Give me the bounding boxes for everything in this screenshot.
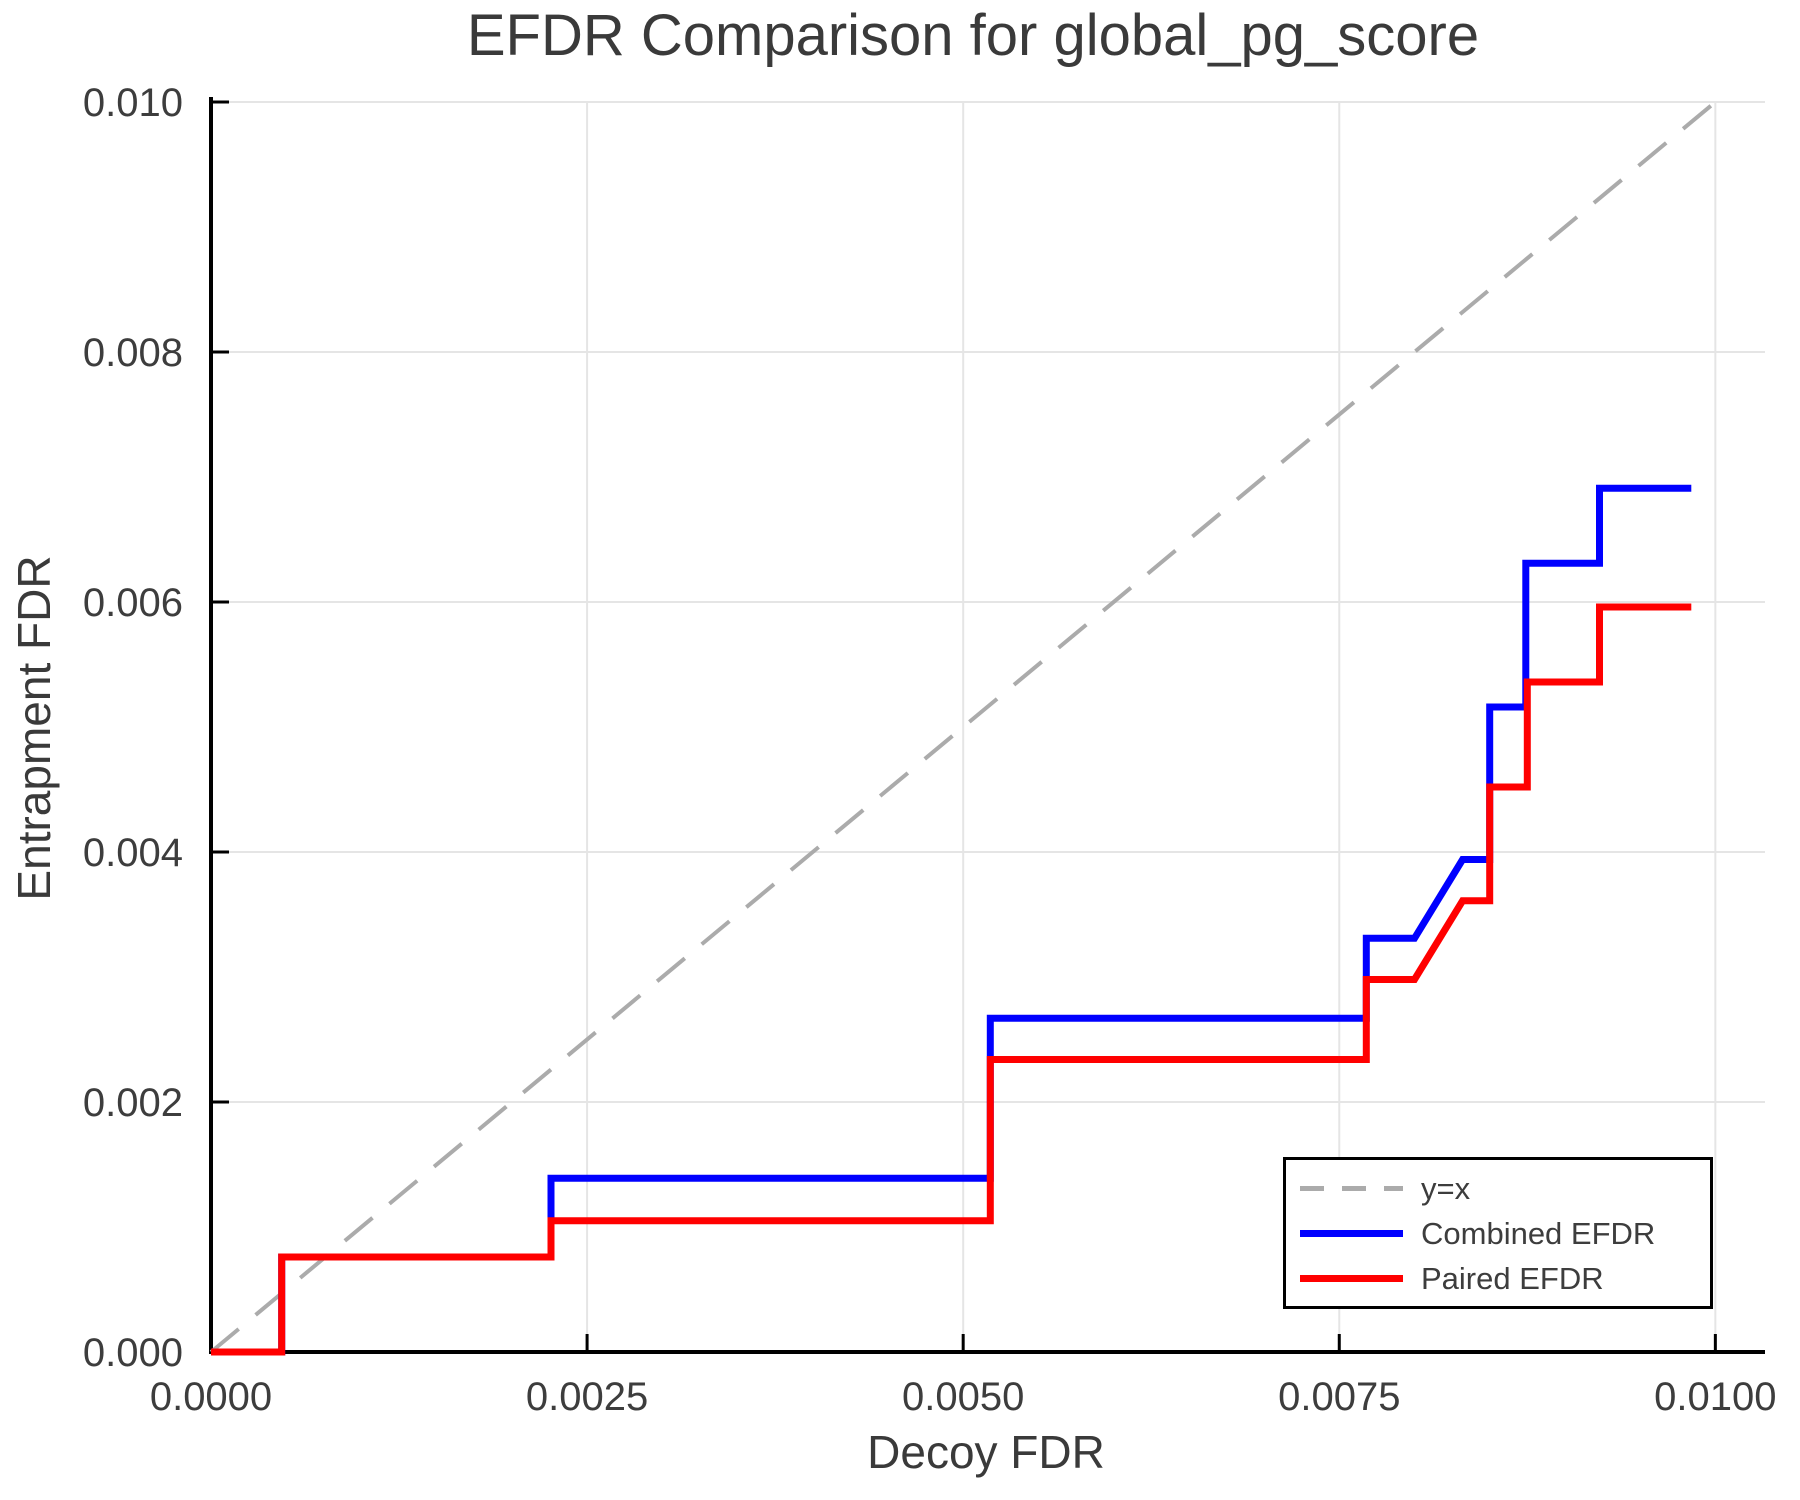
- x-tick-label: 0.0100: [1654, 1375, 1776, 1419]
- legend-row: Paired EFDR: [1300, 1261, 1710, 1295]
- x-tick-label: 0.0075: [1278, 1375, 1400, 1419]
- legend-line-sample: [1300, 1274, 1403, 1282]
- legend-label: Combined EFDR: [1421, 1215, 1656, 1251]
- y-tick-label: 0.008: [83, 331, 183, 375]
- legend-label: Paired EFDR: [1421, 1260, 1604, 1296]
- y-tick-label: 0.000: [83, 1331, 183, 1375]
- x-axis-label: Decoy FDR: [867, 1426, 1105, 1478]
- legend-label: y=x: [1421, 1170, 1471, 1206]
- legend-line-sample: [1300, 1185, 1403, 1191]
- y-tick-label: 0.002: [83, 1081, 183, 1125]
- legend-row: y=x: [1300, 1171, 1710, 1205]
- x-tick-label: 0.0000: [150, 1375, 272, 1419]
- legend-line-sample: [1300, 1229, 1403, 1237]
- y-axis-label: Entrapment FDR: [8, 555, 60, 901]
- x-tick-label: 0.0025: [526, 1375, 648, 1419]
- y-tick-label: 0.004: [83, 831, 183, 875]
- series-line-2: [211, 603, 1692, 1356]
- y-tick-label: 0.010: [83, 81, 183, 125]
- legend: y=x Combined EFDR Paired EFDR: [1283, 1157, 1713, 1309]
- legend-row: Combined EFDR: [1300, 1216, 1710, 1250]
- y-tick-label: 0.006: [83, 581, 183, 625]
- x-tick-label: 0.0050: [902, 1375, 1024, 1419]
- series-line-0: [209, 100, 1717, 1354]
- chart-title: EFDR Comparison for global_pg_score: [466, 3, 1480, 68]
